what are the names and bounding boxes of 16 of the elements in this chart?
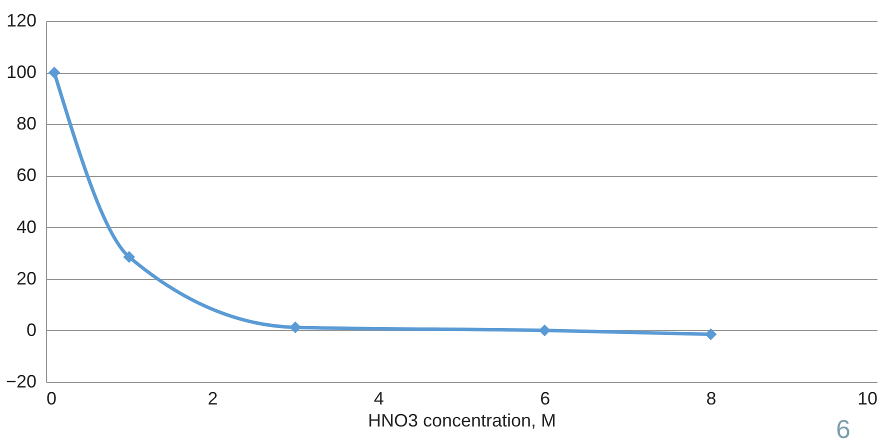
x-tick-label: 0: [46, 388, 57, 408]
x-tick-label: 8: [706, 388, 716, 408]
y-tick-label: 80: [16, 114, 36, 134]
y-tick-label: 40: [16, 216, 36, 237]
y-tick-label: 100: [6, 62, 36, 82]
y-tick-label: −20: [6, 372, 36, 392]
x-tick-label: 4: [374, 388, 384, 408]
y-tick-label: 20: [16, 268, 36, 288]
x-axis-title: HNO3 concentration, M: [368, 410, 556, 430]
x-tick-label: 2: [208, 388, 218, 408]
text: 6: [836, 414, 850, 444]
x-tick-label: 10: [857, 388, 878, 408]
y-tick-label: 120: [6, 10, 36, 30]
x-tick-label: 6: [540, 388, 550, 408]
y-tick-label: 0: [26, 320, 36, 340]
y-tick-label: 60: [16, 165, 36, 186]
